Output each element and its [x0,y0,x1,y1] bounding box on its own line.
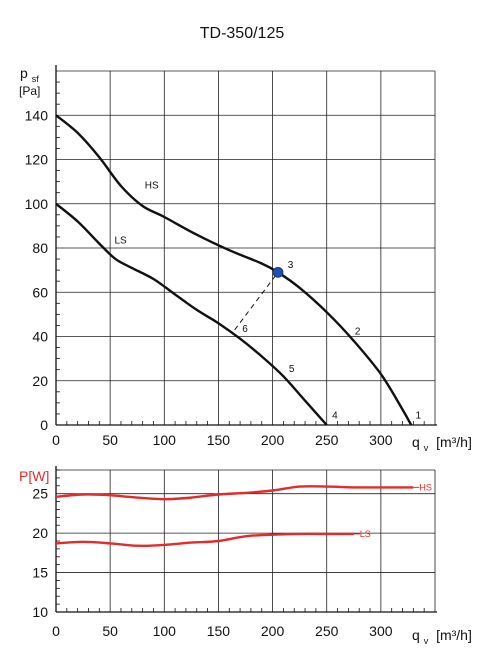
top-x-axis-label: q v [m³/h] [412,434,472,454]
bottom-x-unit: [m³/h] [436,627,472,643]
y-tick-label: 10 [32,604,48,620]
x-tick-label: 0 [52,623,60,639]
annotation-label: LS [114,236,127,247]
x-tick-label: 300 [369,623,393,639]
bottom-x-symbol: q [412,627,420,643]
series-end-label: HS [419,482,432,492]
top-x-subscript: v [424,443,429,453]
y-tick-label: 40 [32,329,48,345]
power-series-line-hs [55,485,414,501]
y-tick-label: 80 [32,240,48,256]
annotation-label: 5 [289,364,295,375]
x-tick-label: 150 [207,432,231,448]
y-tick-label: 0 [40,417,48,433]
y-tick-label: 120 [25,152,49,168]
x-tick-label: 50 [102,432,118,448]
x-tick-label: 0 [52,432,60,448]
top-x-unit: [m³/h] [436,434,472,450]
guide-line [234,272,279,331]
bottom-x-subscript: v [424,636,429,646]
x-tick-label: 200 [261,432,285,448]
series-end-label: LS [360,529,371,539]
top-y-axis-label: p sf [20,65,39,84]
x-tick-label: 250 [315,432,339,448]
annotation-label: 6 [242,324,248,335]
y-tick-label: 140 [25,107,49,123]
series-line-ls [55,202,328,426]
top-y-axis-unit: [Pa] [19,84,40,98]
annotation-label: 4 [332,410,338,421]
top-y-subscript: sf [32,74,40,84]
annotation-label: 2 [355,326,361,337]
y-tick-label: 20 [32,525,48,541]
pressure-plot: 0 20 40 60 80 100 120 140 0 50 100 150 200 250 300 HS LS… [25,65,437,448]
y-tick-label: 15 [32,565,48,581]
bottom-x-axis-label: q v [m³/h] [412,627,472,647]
operating-point [272,266,284,278]
x-tick-label: 200 [261,623,285,639]
x-tick-label: 250 [315,623,339,639]
x-tick-label: 300 [369,432,393,448]
x-tick-label: 100 [153,432,177,448]
annotation-label: 1 [416,410,422,421]
x-tick-label: 50 [102,623,118,639]
y-tick-label: 100 [25,196,49,212]
y-tick-label: 60 [32,284,48,300]
x-tick-label: 100 [153,623,177,639]
bottom-y-axis-label: P[W] [19,468,49,484]
y-tick-label: 25 [32,486,48,502]
x-tick-label: 150 [207,623,231,639]
series-line-hs [55,114,413,426]
y-tick-label: 20 [32,373,48,389]
power-series-line-ls [55,532,354,547]
chart-title: TD-350/125 [200,25,285,42]
annotation-label: 3 [288,260,294,271]
top-x-symbol: q [412,434,420,450]
top-y-symbol: p [20,65,28,81]
annotation-label: HS [145,180,159,191]
